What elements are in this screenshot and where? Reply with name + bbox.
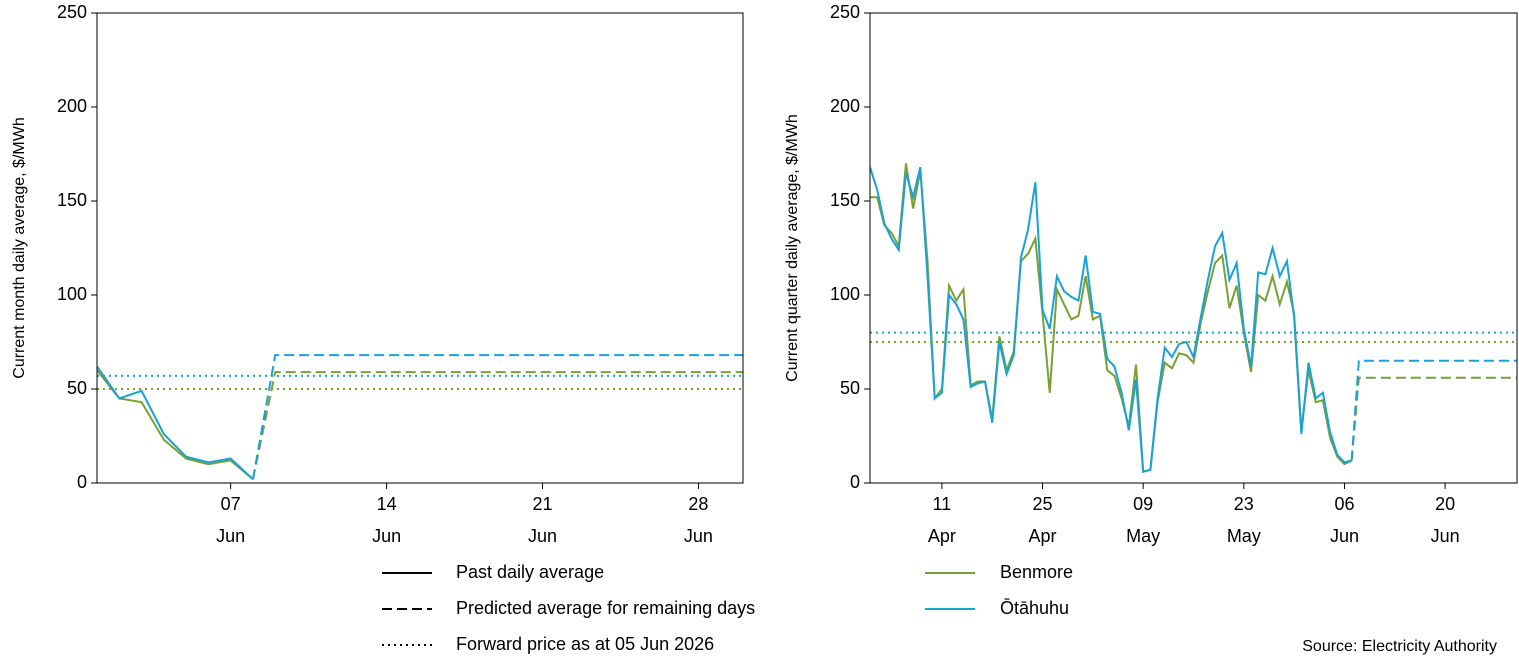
source: Source: Electricity Authority	[1302, 638, 1497, 655]
x-tick-label: 28 Jun	[684, 494, 713, 546]
legend-style-label: Forward price as at 05 Jun 2026	[456, 634, 714, 654]
x-tick-label: 14 Jun	[372, 494, 401, 546]
y-tick-label: 100	[830, 284, 860, 304]
y-tick-label: 200	[57, 96, 87, 116]
legend-label: Ōtāhuhu	[1000, 598, 1069, 618]
series-line	[1350, 359, 1517, 461]
x-tick-label: 07 Jun	[216, 494, 245, 546]
y-tick-label: 100	[57, 284, 87, 304]
x-tick-label: 25 Apr	[1029, 494, 1057, 546]
plot-frame	[869, 12, 1518, 484]
y-tick-label: 50	[840, 378, 860, 398]
y-tick-label: 250	[57, 2, 87, 22]
y-axis-label: Current quarter daily average, $/MWh	[784, 114, 801, 382]
x-tick-label: 11 Apr	[928, 494, 956, 546]
x-tick-label: 20 Jun	[1431, 494, 1460, 546]
series-line	[97, 365, 254, 480]
y-axis-label: Current month daily average, $/MWh	[11, 117, 28, 378]
series-line	[1350, 376, 1517, 461]
series-line	[870, 163, 1353, 473]
series-line	[870, 166, 1352, 473]
series-line	[251, 354, 743, 480]
legend-label: Benmore	[1000, 562, 1073, 582]
x-tick-label: 21 Jun	[528, 494, 557, 546]
y-tick-label: 150	[830, 190, 860, 210]
y-tick-label: 50	[67, 378, 87, 398]
y-tick-label: 0	[77, 472, 87, 492]
y-tick-label: 150	[57, 190, 87, 210]
y-tick-label: 0	[850, 472, 860, 492]
x-tick-label: 09 May	[1126, 494, 1160, 546]
plot-frame	[96, 12, 744, 484]
legend-style-label: Predicted average for remaining days	[456, 598, 755, 618]
x-tick-label: 23 May	[1227, 494, 1261, 546]
legend-style-label: Past daily average	[456, 562, 604, 582]
series-line	[97, 369, 254, 481]
y-tick-label: 250	[830, 2, 860, 22]
x-tick-label: 06 Jun	[1330, 494, 1359, 546]
y-tick-label: 200	[830, 96, 860, 116]
